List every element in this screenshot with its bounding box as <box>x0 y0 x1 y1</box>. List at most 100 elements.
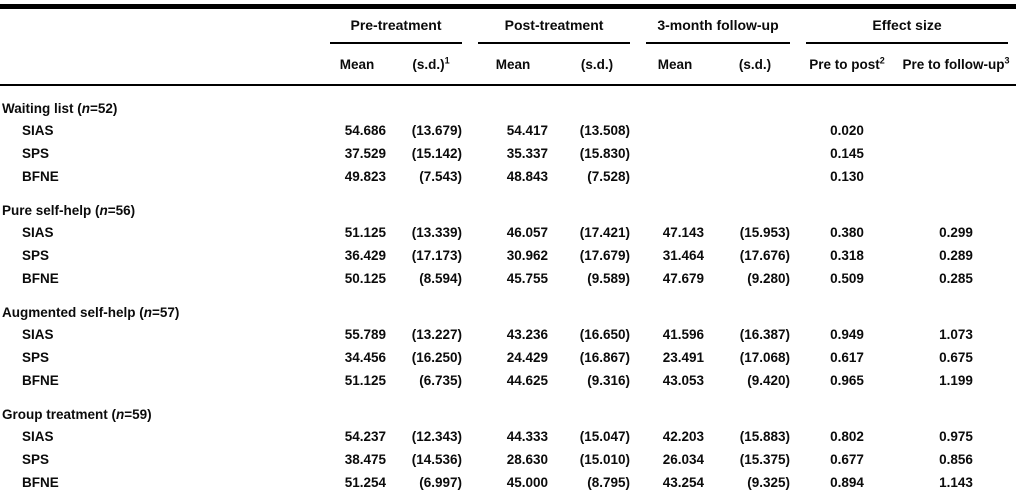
measure-label: SIAS <box>22 225 54 240</box>
table-row: BFNE 50.125 (8.594) 45.755 (9.589) 47.679 (9.2… <box>0 267 1016 290</box>
cell-post-sd: (15.010) <box>579 452 631 467</box>
cell-pre-sd: (7.543) <box>419 169 462 184</box>
table-row: BFNE 49.823 (7.543) 48.843 (7.528) 0.130 <box>0 165 1016 188</box>
table-row: SPS 36.429 (17.173) 30.962 (17.679) 31.464 (17… <box>0 244 1016 267</box>
cell-pre-mean: 55.789 <box>344 327 386 342</box>
cell-fu-mean: 41.596 <box>662 327 705 342</box>
cell-post-sd: (9.316) <box>587 373 631 388</box>
cell-pre-mean: 50.125 <box>344 271 386 286</box>
cell-post-sd: (16.867) <box>579 350 631 365</box>
cell-pre-mean: 37.529 <box>344 146 386 161</box>
cell-post-sd: (17.679) <box>579 248 631 263</box>
group-label-text: Waiting list ( <box>2 101 82 116</box>
cell-pre-sd: (12.343) <box>411 429 462 444</box>
measure-label: SIAS <box>22 327 54 342</box>
measure-label: SIAS <box>22 123 54 138</box>
cell-es-pre-fu: 0.285 <box>939 271 973 286</box>
measure-label: SPS <box>22 350 50 365</box>
col-group-followup: 3-month follow-up <box>638 9 798 44</box>
table-row: BFNE 51.254 (6.997) 45.000 (8.795) 43.254 (9.3… <box>0 471 1016 494</box>
cell-es-pre-fu: 1.073 <box>939 327 973 342</box>
section-header-row: Pure self-help (n=56) <box>0 188 1016 221</box>
cell-post-mean: 48.843 <box>506 169 548 184</box>
table-row: BFNE 51.125 (6.735) 44.625 (9.316) 43.053 (9.4… <box>0 369 1016 392</box>
cell-pre-mean: 54.686 <box>344 123 386 138</box>
cell-fu-sd <box>712 142 798 165</box>
cell-pre-mean: 34.456 <box>344 350 386 365</box>
cell-post-mean: 35.337 <box>506 146 548 161</box>
cell-post-sd: (15.830) <box>579 146 631 161</box>
pre-treatment-spanner: Pre-treatment <box>330 17 462 44</box>
results-table: Pre-treatment Post-treatment 3-month fol… <box>0 9 1016 494</box>
table-row: SIAS 54.686 (13.679) 54.417 (13.508) 0.020 <box>0 119 1016 142</box>
cell-fu-sd: (17.068) <box>739 350 791 365</box>
col-header-es-pre-post: Pre to post2 <box>798 44 897 86</box>
cell-fu-mean: 26.034 <box>662 452 705 467</box>
col-header-es-pre-fu: Pre to follow-up3 <box>896 44 1016 86</box>
cell-fu-sd: (15.883) <box>739 429 791 444</box>
subheader-row: Mean (s.d.)1 Mean (s.d.) Mean (s.d.) Pre… <box>0 44 1016 86</box>
post-treatment-spanner: Post-treatment <box>478 17 631 44</box>
cell-post-mean: 45.755 <box>506 271 548 286</box>
group-label: Augmented self-help (n=57) <box>0 290 1016 323</box>
cell-pre-sd: (13.227) <box>411 327 462 342</box>
cell-fu-mean <box>638 165 712 188</box>
cell-post-sd: (9.589) <box>587 271 631 286</box>
cell-fu-sd: (15.375) <box>739 452 791 467</box>
cell-fu-mean: 23.491 <box>662 350 705 365</box>
cell-fu-sd: (16.387) <box>739 327 791 342</box>
measure-label: SIAS <box>22 429 54 444</box>
col-header-label: (s.d.) <box>580 56 614 72</box>
cell-pre-sd: (8.594) <box>419 271 462 286</box>
cell-pre-sd: (6.997) <box>419 475 462 490</box>
effect-size-spanner: Effect size <box>806 17 1009 44</box>
col-header-label: (s.d.) <box>412 56 445 72</box>
cell-pre-mean: 51.254 <box>344 475 386 490</box>
cell-es-pre-post: 0.509 <box>830 271 864 286</box>
table-row: SPS 34.456 (16.250) 24.429 (16.867) 23.491 (17… <box>0 346 1016 369</box>
group-label-text: =59) <box>124 407 152 422</box>
cell-fu-sd <box>712 165 798 188</box>
col-header-label: Mean <box>657 56 693 72</box>
table-row: SIAS 54.237 (12.343) 44.333 (15.047) 42.203 (1… <box>0 425 1016 448</box>
group-label-text: =57) <box>152 305 180 320</box>
cell-pre-mean: 51.125 <box>344 373 386 388</box>
group-label: Pure self-help (n=56) <box>0 188 1016 221</box>
cell-es-pre-fu: 0.299 <box>939 225 973 240</box>
cell-post-mean: 24.429 <box>506 350 548 365</box>
cell-es-pre-fu: 0.675 <box>939 350 973 365</box>
cell-pre-mean: 49.823 <box>344 169 386 184</box>
cell-fu-sd: (17.676) <box>739 248 791 263</box>
cell-es-pre-fu: 1.143 <box>939 475 973 490</box>
table-body: Waiting list (n=52) SIAS 54.686 (13.679) 54.… <box>0 85 1016 494</box>
cell-es-pre-fu: 0.975 <box>939 429 973 444</box>
column-group-row: Pre-treatment Post-treatment 3-month fol… <box>0 9 1016 44</box>
col-group-label: Effect size <box>872 17 942 33</box>
group-label-text: Group treatment ( <box>2 407 117 422</box>
cell-fu-sd <box>712 119 798 142</box>
group-label-text: n <box>81 101 90 116</box>
col-header-pre-mean: Mean <box>322 44 392 86</box>
col-header-label: Mean <box>339 56 375 72</box>
cell-post-mean: 28.630 <box>506 452 548 467</box>
section-header-row: Waiting list (n=52) <box>0 85 1016 119</box>
col-group-effect-size: Effect size <box>798 9 1016 44</box>
section-header-row: Augmented self-help (n=57) <box>0 290 1016 323</box>
group-label-text: =56) <box>107 203 136 218</box>
stub-header <box>0 44 322 86</box>
cell-es-pre-fu <box>896 165 1016 188</box>
group-label-text: n <box>116 407 125 422</box>
cell-es-pre-post: 0.965 <box>830 373 864 388</box>
cell-pre-mean: 51.125 <box>344 225 386 240</box>
cell-post-mean: 44.333 <box>506 429 548 444</box>
group-label-text: Augmented self-help ( <box>2 305 144 320</box>
measure-label: BFNE <box>22 373 59 388</box>
col-header-label: (s.d.) <box>738 56 772 72</box>
col-group-post-treatment: Post-treatment <box>470 9 638 44</box>
col-group-label: Pre-treatment <box>350 17 442 33</box>
group-label: Waiting list (n=52) <box>0 85 1016 119</box>
col-header-fu-sd: (s.d.) <box>712 44 799 86</box>
measure-label: BFNE <box>22 271 59 286</box>
col-group-label: Post-treatment <box>504 17 604 33</box>
